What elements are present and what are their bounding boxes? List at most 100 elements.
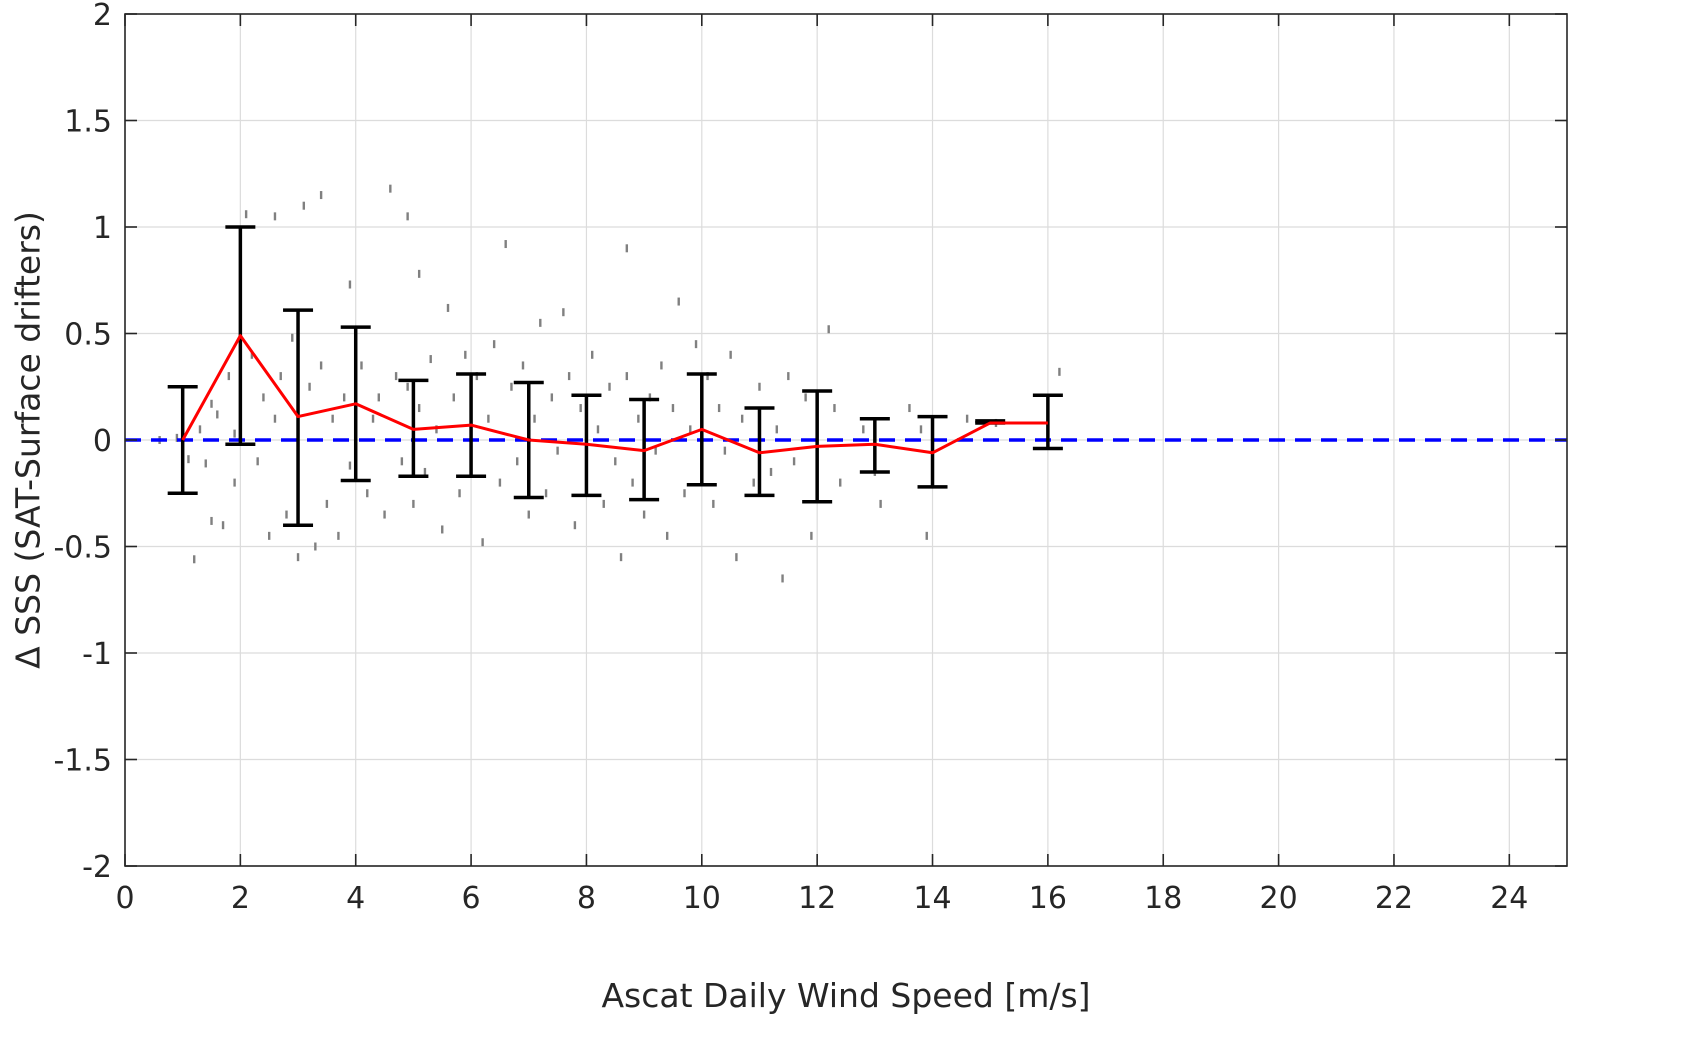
scatter-point xyxy=(619,553,623,562)
scatter-point xyxy=(227,372,231,381)
scatter-point xyxy=(729,350,732,359)
scatter-point xyxy=(510,382,513,391)
x-tick-label: 22 xyxy=(1375,881,1413,916)
x-tick-label: 10 xyxy=(683,881,721,916)
scatter-point xyxy=(250,350,254,359)
scatter-point xyxy=(366,489,369,498)
scatter-point xyxy=(637,414,640,423)
scatter-point xyxy=(394,372,398,381)
y-tick-label: -0.5 xyxy=(53,531,112,566)
scatter-point xyxy=(348,461,352,470)
scatter-point xyxy=(273,212,277,221)
x-tick-label: 16 xyxy=(1029,881,1067,916)
scatter-point xyxy=(429,355,432,364)
scatter-point xyxy=(273,414,277,423)
scatter-point xyxy=(527,510,530,519)
scatter-point xyxy=(660,361,663,370)
scatter-point xyxy=(562,308,565,317)
scatter-point xyxy=(342,393,346,402)
scatter-point xyxy=(371,414,375,423)
x-tick-label: 6 xyxy=(462,881,481,916)
scatter-point xyxy=(608,382,611,391)
scatter-point xyxy=(723,446,727,455)
mean-line xyxy=(181,334,1048,455)
y-tick-labels: -2 -1.5 -1 -0.5 0 0.5 1 1.5 2 xyxy=(53,0,112,885)
scatter-point xyxy=(302,201,306,210)
scatter-point xyxy=(752,478,755,487)
scatter-point xyxy=(654,446,657,455)
scatter-point xyxy=(400,457,404,466)
x-tick-label: 24 xyxy=(1490,881,1528,916)
scatter-point xyxy=(175,433,179,442)
scatter-point xyxy=(256,457,259,466)
scatter-point xyxy=(539,318,542,327)
scatter-point xyxy=(735,553,738,562)
scatter-point xyxy=(198,425,202,434)
scatter-point xyxy=(804,393,807,402)
scatter-point xyxy=(533,414,536,423)
scatter-point xyxy=(769,467,773,476)
scatter-point xyxy=(521,361,525,370)
scatter-point xyxy=(775,425,778,434)
scatter-point xyxy=(331,414,334,423)
scatter-point xyxy=(291,333,294,342)
scatter-point xyxy=(591,350,594,359)
scatter-point xyxy=(498,478,502,487)
scatter-point xyxy=(504,240,507,249)
x-tick-label: 20 xyxy=(1260,881,1298,916)
scatter-point xyxy=(377,393,380,402)
scatter-point xyxy=(665,531,669,540)
scatter-point xyxy=(210,516,213,525)
y-tick-label: -1.5 xyxy=(53,744,112,779)
scatter-point xyxy=(965,414,969,423)
scatter-point xyxy=(221,521,225,530)
x-tick-label: 8 xyxy=(577,881,596,916)
axes xyxy=(124,13,1568,867)
scatter-point xyxy=(487,414,490,423)
scatter-point xyxy=(446,303,450,312)
scatter-point xyxy=(417,404,421,413)
scatter-point xyxy=(481,538,484,547)
scatter-point xyxy=(360,361,363,370)
x-tick-labels: 0 2 4 6 8 10 12 14 16 18 20 22 24 xyxy=(115,881,1528,916)
scatter-point xyxy=(319,191,323,200)
y-tick-label: 2 xyxy=(93,0,112,33)
scatter-point xyxy=(544,489,548,498)
scatter-point xyxy=(631,478,634,487)
scatter-point xyxy=(827,325,830,334)
scatter-point xyxy=(677,297,680,306)
scatter-point xyxy=(671,404,675,413)
x-tick-label: 0 xyxy=(115,881,134,916)
y-tick-label: -1 xyxy=(82,637,112,672)
y-tick-label: 1.5 xyxy=(64,105,112,140)
scatter-point xyxy=(268,531,271,540)
scatter-point xyxy=(516,457,519,466)
x-axis-label: Ascat Daily Wind Speed [m/s] xyxy=(601,976,1090,1015)
scatter-point xyxy=(319,361,323,370)
scatter-point xyxy=(441,525,444,534)
scatter-point xyxy=(925,531,928,540)
x-tick-label: 14 xyxy=(913,881,951,916)
scatter-point xyxy=(642,510,646,519)
scatter-point xyxy=(792,457,796,466)
y-tick-label: -2 xyxy=(82,850,112,885)
scatter-point xyxy=(717,404,721,413)
scatter-point xyxy=(648,393,652,402)
scatter-point xyxy=(908,404,911,413)
scatter-point xyxy=(308,382,311,391)
scatter-point xyxy=(204,459,207,468)
scatter-point xyxy=(683,489,686,498)
scatter-point xyxy=(475,372,479,381)
scatter-point xyxy=(839,478,842,487)
scatter-point xyxy=(833,404,836,413)
scatter-point xyxy=(492,340,496,349)
scatter-point xyxy=(406,382,409,391)
scatter-point xyxy=(337,531,340,540)
scatter-point xyxy=(417,269,421,278)
scatter-point xyxy=(244,210,248,219)
scatter-point xyxy=(694,340,698,349)
scatter-point xyxy=(689,425,692,434)
scatter-points xyxy=(158,184,1061,583)
scatter-point xyxy=(325,499,329,508)
scatter-point xyxy=(781,574,784,583)
